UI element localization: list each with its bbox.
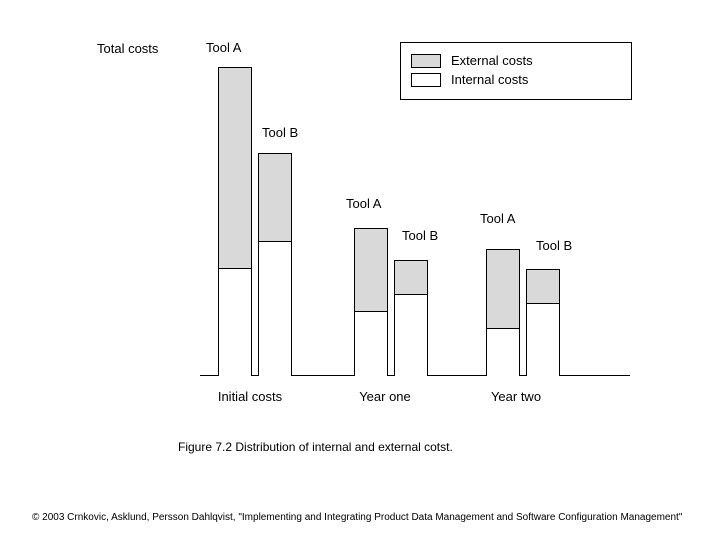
x-category-label: Year two [466,389,566,404]
bar-segment-external [395,261,427,294]
bar [218,67,252,375]
figure-page: Total costs External costs Internal costs… [0,0,720,540]
bar-label: Tool B [262,125,298,140]
legend-item: Internal costs [411,72,621,87]
bar [486,249,520,375]
legend-label: External costs [451,53,533,68]
copyright-footer: © 2003 Crnkovic, Asklund, Persson Dahlqv… [32,512,682,523]
bar-segment-internal [259,241,291,376]
y-axis-label: Total costs [97,41,158,56]
bar-label: Tool A [206,40,241,55]
legend-item: External costs [411,53,621,68]
bar-segment-internal [487,328,519,376]
bar-segment-internal [527,303,559,376]
bar-label: Tool A [480,211,515,226]
legend-swatch [411,54,441,68]
bar [354,228,388,375]
legend-swatch [411,73,441,87]
bar-label: Tool B [536,238,572,253]
x-category-label: Year one [335,389,435,404]
x-category-label: Initial costs [200,389,300,404]
bar-segment-external [355,229,387,311]
legend-label: Internal costs [451,72,528,87]
legend: External costs Internal costs [400,42,632,100]
bar-segment-external [487,250,519,328]
bar-segment-external [219,68,251,268]
bar-segment-external [527,270,559,303]
bar [394,260,428,375]
bar-segment-internal [219,268,251,376]
bar-segment-internal [395,294,427,376]
bar-segment-external [259,154,291,241]
bar [258,153,292,375]
bar [526,269,560,375]
bar-label: Tool B [402,228,438,243]
bar-segment-internal [355,311,387,376]
figure-caption: Figure 7.2 Distribution of internal and … [178,440,453,454]
bar-label: Tool A [346,196,381,211]
